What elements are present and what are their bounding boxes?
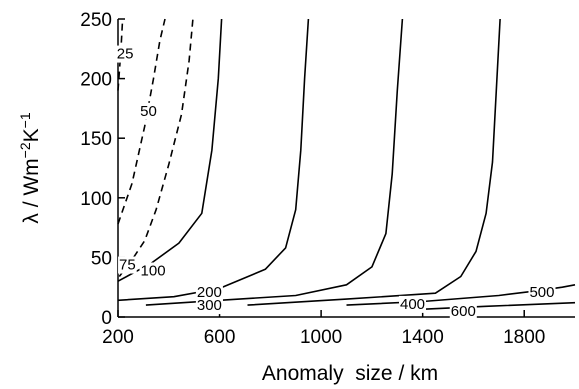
contour-label-bg (118, 256, 137, 274)
x-axis-title: Anomaly size / km (262, 362, 438, 385)
y-tick-label: 50 (91, 248, 112, 269)
x-ticks: 200 600 1000 1400 1800 (102, 310, 545, 348)
contour-line-400 (247, 18, 501, 306)
contour-label-50: 50 (140, 103, 157, 120)
contour-label-75: 75 (119, 257, 136, 274)
contour-label-bg (195, 297, 223, 315)
contour-label-100: 100 (141, 263, 166, 280)
contour-label-300: 300 (197, 297, 222, 314)
y-tick-label: 250 (80, 10, 112, 31)
x-tick-label: 1800 (503, 327, 545, 348)
x-tick-label: 1400 (402, 327, 444, 348)
contour-label-25: 25 (117, 46, 134, 63)
contour-label-bg (528, 283, 556, 301)
contour-line-600 (409, 301, 576, 311)
contour-label-200: 200 (197, 284, 222, 301)
contour-label-500: 500 (529, 284, 554, 301)
y-axis-title-sup2: −1 (17, 112, 33, 128)
contour-label-bg (139, 102, 158, 120)
y-tick-label: 0 (101, 308, 112, 329)
x-tick-label: 600 (204, 327, 236, 348)
contour-lines (117, 18, 576, 311)
contour-line-50 (117, 18, 166, 225)
y-tick-label: 100 (80, 189, 112, 210)
x-tick-label: 200 (102, 327, 134, 348)
contour-label-400: 400 (400, 296, 425, 313)
y-axis-title-unit: K (20, 128, 43, 142)
contour-label-bg (115, 45, 135, 63)
contour-label-bg (139, 262, 167, 280)
x-tick-label: 1000 (300, 327, 342, 348)
contour-label-bg (195, 283, 223, 301)
contour-line-300 (145, 18, 404, 306)
y-axis-title-main: λ / Wm (20, 158, 43, 223)
contour-label-bg (449, 303, 477, 321)
y-ticks: 0 50 100 150 200 250 (80, 10, 125, 329)
contour-line-200 (117, 18, 310, 302)
y-axis-title: λ / Wm−2K−1 (17, 112, 43, 223)
plot-area (117, 19, 575, 318)
y-tick-label: 150 (80, 129, 112, 150)
contour-label-bg (398, 295, 427, 313)
contour-label-600: 600 (451, 303, 476, 320)
y-tick-label: 200 (80, 70, 112, 91)
y-axis-title-sup1: −2 (17, 142, 33, 158)
